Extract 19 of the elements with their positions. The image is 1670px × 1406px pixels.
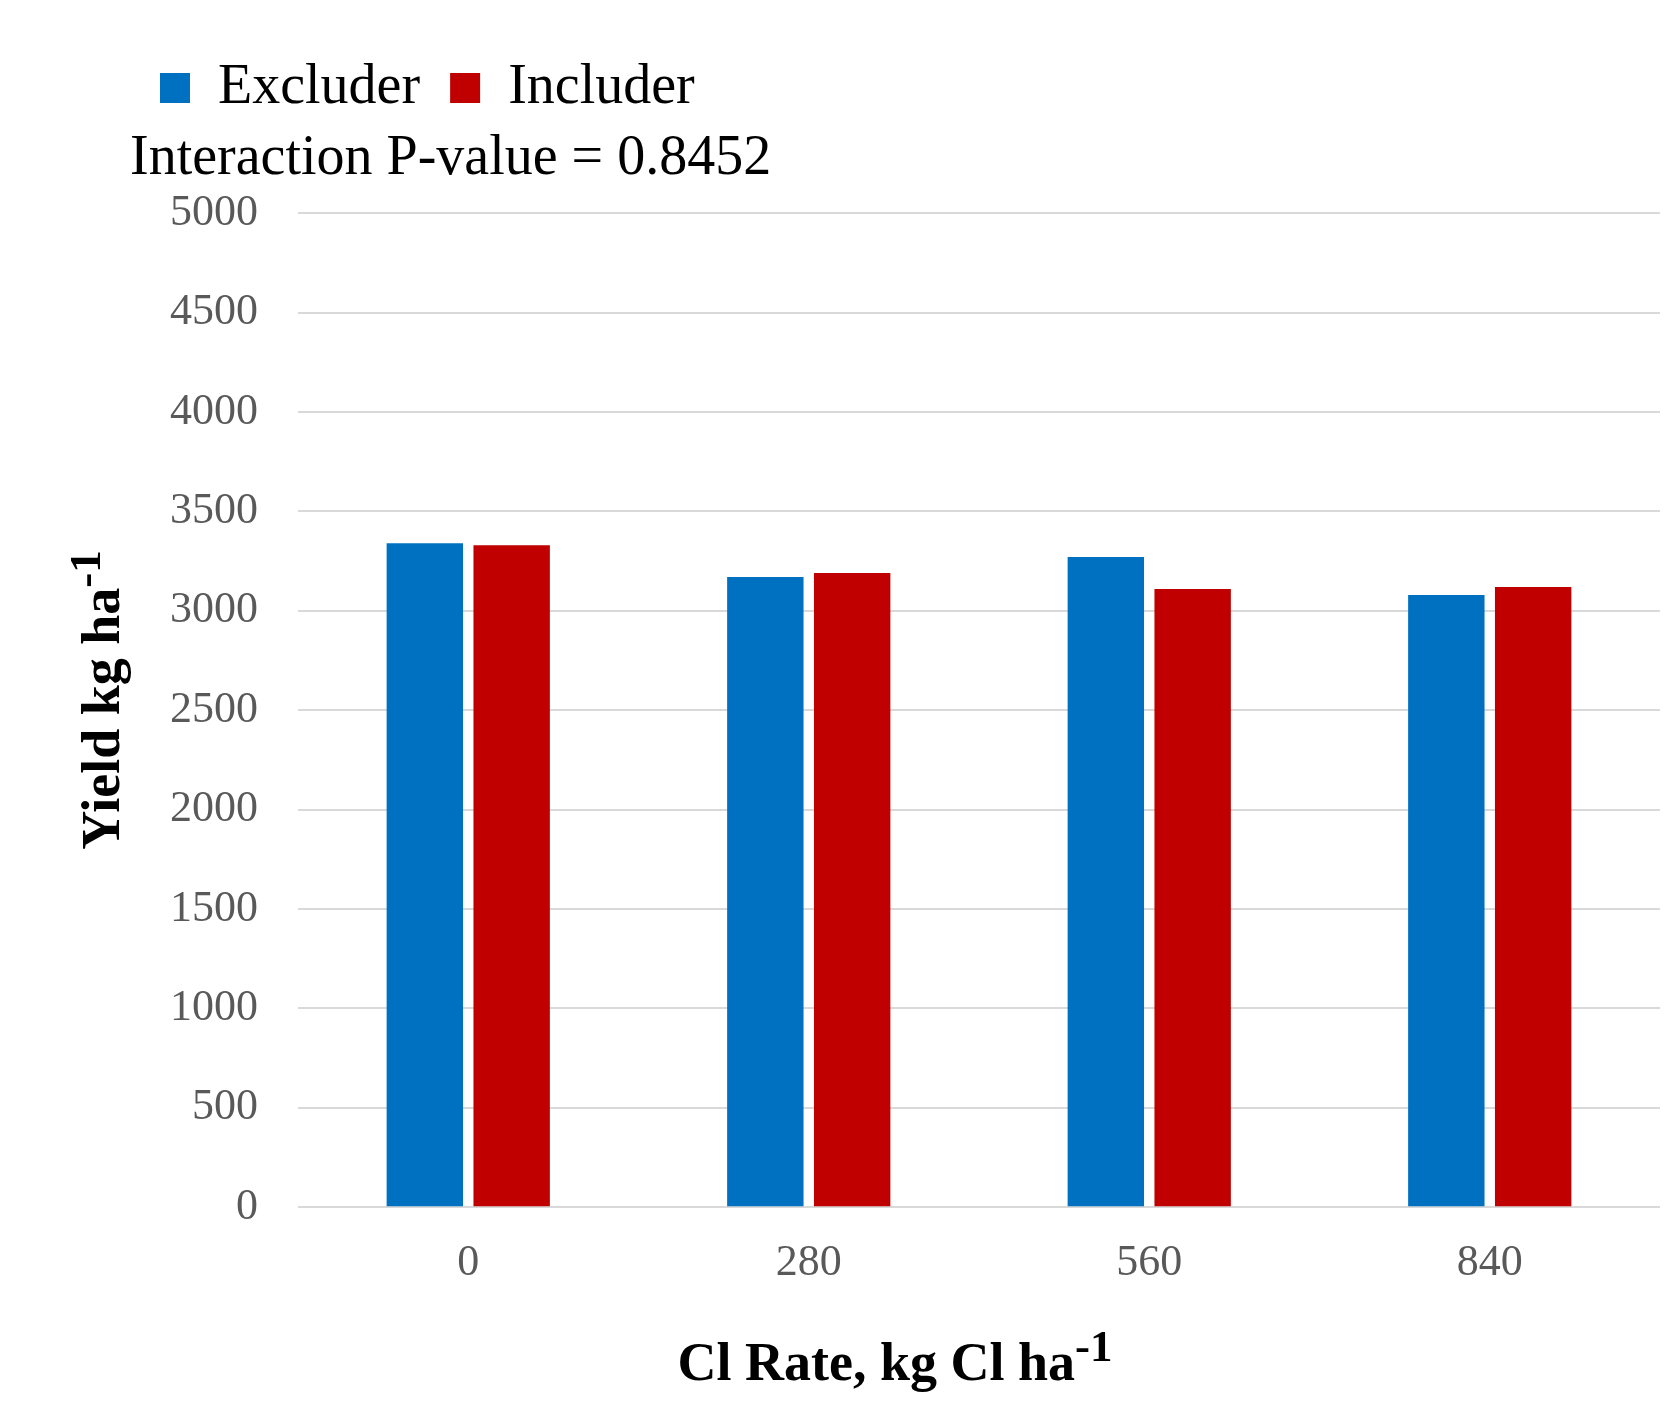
y-tick-label: 2500 [170, 682, 258, 732]
y-tick-label: 0 [236, 1179, 258, 1229]
y-tick-label: 2000 [170, 782, 258, 832]
y-tick-label: 4500 [170, 285, 258, 335]
x-tick-label: 280 [775, 1236, 842, 1286]
y-tick-label: 500 [192, 1080, 258, 1130]
y-tick-label: 1000 [170, 980, 258, 1030]
legend-label: Excluder [218, 52, 421, 115]
legend-label: Includer [508, 52, 696, 115]
y-tick-label: 1500 [170, 881, 258, 931]
x-tick-label: 560 [1116, 1236, 1183, 1286]
y-tick-label: 5000 [170, 185, 258, 235]
y-tick-label: 3500 [170, 483, 258, 533]
x-tick-label: 0 [457, 1236, 480, 1286]
text: Interaction P-value = 0.8452 [130, 124, 772, 187]
y-tick-label: 4000 [170, 384, 258, 434]
x-axis-title: Cl Rate, kg Cl ha$^{-1}$ [676, 1320, 1114, 1393]
y-tick-label: 3000 [170, 583, 258, 633]
x-tick-label: 840 [1456, 1236, 1523, 1286]
